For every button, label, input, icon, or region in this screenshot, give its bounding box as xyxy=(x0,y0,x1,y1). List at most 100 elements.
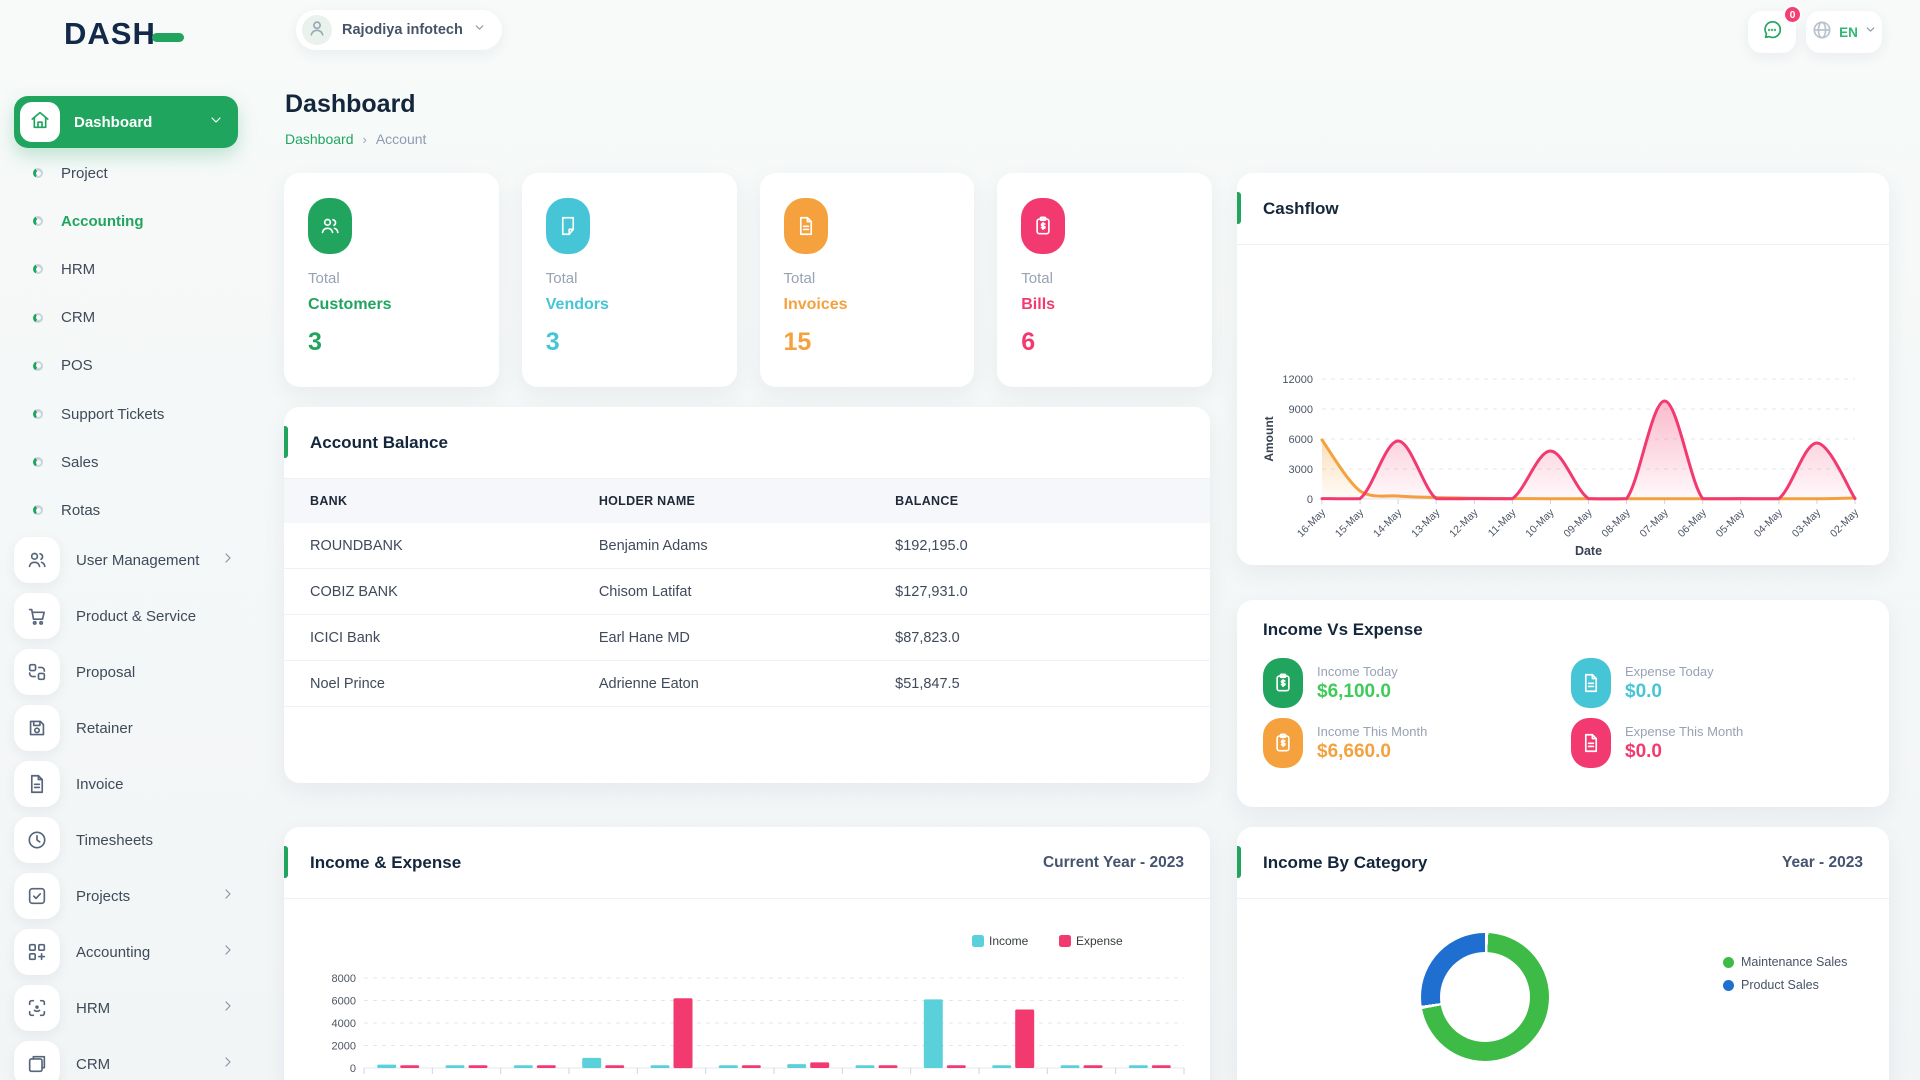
svg-text:08-May: 08-May xyxy=(1599,506,1633,540)
sidebar-item-label: HRM xyxy=(76,999,111,1017)
language-selector[interactable]: EN xyxy=(1806,11,1882,53)
sidebar-item-label: Proposal xyxy=(76,663,136,681)
sidebar-subitem-accounting[interactable]: Accounting xyxy=(0,197,258,245)
stat-card-vendors: Total Vendors 3 xyxy=(521,173,737,387)
legend-item-income[interactable]: Income xyxy=(972,934,1029,948)
sidebar-item-proposal[interactable]: Proposal xyxy=(0,644,258,700)
logo-dash-icon xyxy=(151,32,184,42)
clipboard-dollar-icon-box xyxy=(1263,658,1303,708)
sidebar-menu: User Management Product & Service Proposal… xyxy=(0,532,258,1080)
bullet-icon xyxy=(33,216,43,227)
stat-name: Vendors xyxy=(545,296,609,313)
legend-label: Maintenance Sales xyxy=(1741,955,1848,969)
sidebar-item-invoice[interactable]: Invoice xyxy=(0,756,258,812)
app-logo[interactable]: DASH xyxy=(64,16,184,52)
sidebar-subitem-sales[interactable]: Sales xyxy=(0,438,258,486)
income-by-category-title: Income By Category xyxy=(1263,852,1428,872)
svg-text:13-May: 13-May xyxy=(1409,506,1443,540)
messages-button[interactable]: 0 xyxy=(1748,5,1802,53)
chevron-down-icon xyxy=(1866,27,1875,32)
sidebar-item-timesheets[interactable]: Timesheets xyxy=(0,812,258,868)
table-row: COBIZ BANK Chisom Latifat $127,931.0 xyxy=(284,568,1210,615)
sidebar-item-user-management[interactable]: User Management xyxy=(0,532,258,588)
ive-item-income-this-month: Income This Month $6,660.0 xyxy=(1263,718,1561,768)
sidebar-subitem-support-tickets[interactable]: Support Tickets xyxy=(0,390,258,438)
chevron-down-icon xyxy=(473,21,486,39)
sidebar-item-product-service[interactable]: Product & Service xyxy=(0,588,258,644)
table-cell: ROUNDBANK xyxy=(284,523,599,569)
sidebar-subitem-rotas[interactable]: Rotas xyxy=(0,486,258,534)
menu-icon-box xyxy=(14,817,60,863)
chevron-right-icon xyxy=(225,888,231,899)
clipboard-dollar-icon xyxy=(1036,216,1050,235)
sidebar-subitem-project[interactable]: Project xyxy=(0,149,258,197)
table-row: ROUNDBANK Benjamin Adams $192,195.0 xyxy=(284,523,1210,569)
file-text-icon-box xyxy=(1571,718,1611,768)
file-text-icon xyxy=(30,774,44,794)
person-icon xyxy=(310,20,324,36)
account-balance-title: Account Balance xyxy=(310,432,448,452)
breadcrumb: Dashboard › Account xyxy=(285,131,426,147)
stat-value: 3 xyxy=(545,328,560,356)
check-square-icon xyxy=(28,887,46,905)
table-row: Noel Prince Adrienne Eaton $51,847.5 xyxy=(284,660,1210,707)
chevron-down-icon xyxy=(1864,23,1877,41)
sidebar-item-label: Product & Service xyxy=(76,607,197,625)
home-icon xyxy=(29,109,51,136)
ive-value: $0.0 xyxy=(1625,680,1662,702)
legend-item-maintenance-sales[interactable]: Maintenance Sales xyxy=(1723,955,1847,969)
page-title: Dashboard xyxy=(285,90,416,118)
sidebar-item-dashboard-active[interactable]: Dashboard xyxy=(14,96,238,148)
sidebar-active-label: Dashboard xyxy=(74,113,153,131)
income-vs-expense-card: Income Vs Expense Income Today $6,100.0 Ex… xyxy=(1237,600,1889,807)
sidebar-item-accounting[interactable]: Accounting xyxy=(0,924,258,980)
ive-label: Expense This Month xyxy=(1625,723,1744,739)
chat-icon xyxy=(1761,19,1783,46)
sidebar-item-projects[interactable]: Projects xyxy=(0,868,258,924)
sidebar-item-retainer[interactable]: Retainer xyxy=(0,700,258,756)
messages-badge: 0 xyxy=(1783,5,1802,24)
income-expense-card: Income & Expense Current Year - 2023 0 20… xyxy=(284,827,1210,1080)
cashflow-chart: 0 3000 6000 9000 12000 Amount 16-May 15-May 14-M… xyxy=(1237,245,1889,565)
breadcrumb-dashboard-link[interactable]: Dashboard xyxy=(285,131,354,147)
svg-text:05-May: 05-May xyxy=(1714,506,1748,540)
company-selector[interactable]: Rajodiya infotech xyxy=(296,10,502,50)
table-cell: Adrienne Eaton xyxy=(598,660,896,707)
menu-icon-box xyxy=(14,985,60,1031)
svg-text:Expense: Expense xyxy=(1076,934,1123,948)
bullet-icon xyxy=(33,168,43,179)
ive-item-expense-this-month: Expense This Month $0.0 xyxy=(1571,718,1869,768)
svg-text:3000: 3000 xyxy=(1289,464,1313,476)
sidebar-item-crm[interactable]: CRM xyxy=(0,1036,258,1080)
table-cell: $87,823.0 xyxy=(895,614,1210,661)
svg-text:6000: 6000 xyxy=(332,996,356,1008)
sidebar-subitem-label: Support Tickets xyxy=(61,405,165,423)
sidebar-item-hrm[interactable]: HRM xyxy=(0,980,258,1036)
ive-value: $0.0 xyxy=(1625,740,1662,762)
chevron-down-icon xyxy=(475,25,484,30)
bullet-icon xyxy=(33,360,43,371)
svg-text:03-May: 03-May xyxy=(1790,506,1824,540)
column-header: BALANCE xyxy=(895,494,959,508)
sidebar-subitem-hrm[interactable]: HRM xyxy=(0,245,258,293)
svg-text:0: 0 xyxy=(350,1063,356,1075)
svg-text:10-May: 10-May xyxy=(1523,506,1557,540)
legend-item-expense[interactable]: Expense xyxy=(1059,934,1123,948)
sidebar-subitem-crm[interactable]: CRM xyxy=(0,294,258,342)
svg-text:Income: Income xyxy=(989,934,1029,948)
accent-bar xyxy=(1237,846,1241,878)
person-icon xyxy=(306,17,328,44)
income-expense-svg: 0 2000 4000 6000 8000 Income Expense xyxy=(332,934,1185,1075)
sidebar-subitem-pos[interactable]: POS xyxy=(0,342,258,390)
table-cell: ICICI Bank xyxy=(284,614,599,661)
legend-item-product-sales[interactable]: Product Sales xyxy=(1723,978,1847,992)
ive-value: $6,660.0 xyxy=(1317,740,1391,762)
chevron-right-icon xyxy=(220,550,236,571)
cashflow-title: Cashflow xyxy=(1263,198,1339,218)
bullet-icon xyxy=(33,264,43,275)
sidebar-subitem-label: POS xyxy=(61,357,93,375)
menu-icon-box xyxy=(14,593,60,639)
stat-label: Total xyxy=(1021,270,1053,287)
company-name: Rajodiya infotech xyxy=(342,22,463,38)
svg-text:8000: 8000 xyxy=(332,973,356,985)
